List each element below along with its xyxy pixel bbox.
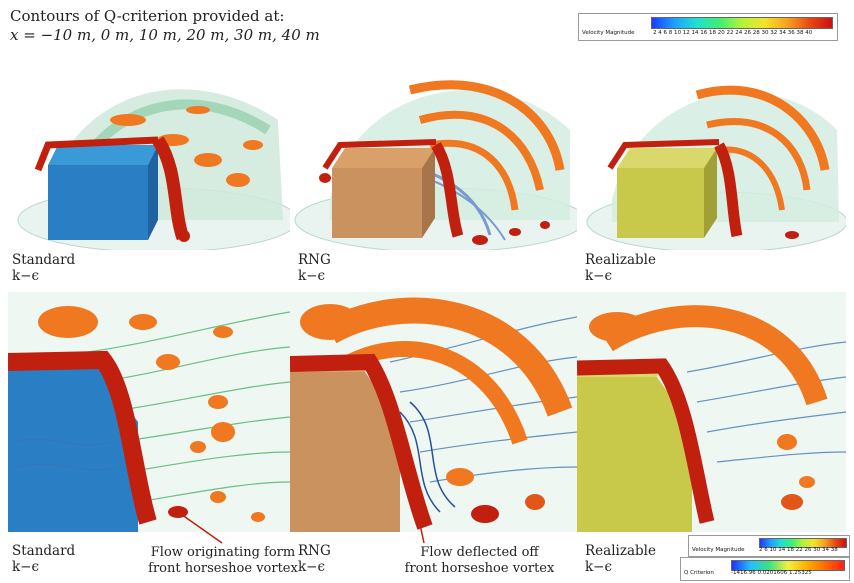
panel-bottom-rng xyxy=(290,292,577,532)
q-criterion-render-rng-overview xyxy=(294,80,577,250)
panel-top-standard xyxy=(8,50,290,250)
caption-bottom-rng: RNG k−ϵ xyxy=(298,543,331,575)
q-criterion-legend: Q Criterion -1416.96 0.0201606 1.25325 xyxy=(680,557,850,581)
caption-bottom-realizable: Realizable k−ϵ xyxy=(585,543,656,575)
velocity-colorbar-bottom xyxy=(759,538,847,548)
panel-bottom-standard xyxy=(8,292,290,532)
panel-top-realizable xyxy=(577,50,846,250)
q-criterion-colorbar xyxy=(731,560,845,571)
caption-bottom-standard: Standard k−ϵ xyxy=(12,543,76,575)
q-criterion-render-realizable-closeup xyxy=(577,292,846,532)
velocity-legend-ticks: 2 4 6 8 10 12 14 16 18 20 22 24 26 28 30… xyxy=(653,30,813,36)
velocity-legend-label: Velocity Magnitude xyxy=(582,30,635,36)
velocity-colorbar xyxy=(651,17,833,29)
velocity-legend-top: Velocity Magnitude 2 4 6 8 10 12 14 16 1… xyxy=(578,13,838,41)
title-line-2: x = −10 m, 0 m, 10 m, 20 m, 30 m, 40 m xyxy=(10,26,320,44)
caption-top-realizable: Realizable k−ϵ xyxy=(585,252,656,284)
q-criterion-legend-ticks: -1416.96 0.0201606 1.25325 xyxy=(731,570,812,576)
caption-top-standard: Standard k−ϵ xyxy=(12,252,76,284)
panel-bottom-realizable xyxy=(577,292,846,532)
velocity-legend-bottom-label: Velocity Magnitude xyxy=(692,547,745,553)
title-line-1: Contours of Q-criterion provided at: xyxy=(10,7,285,25)
velocity-legend-bottom: Velocity Magnitude 2 6 10 14 18 22 26 30… xyxy=(688,535,850,557)
q-criterion-render-standard-overview xyxy=(17,89,290,250)
q-criterion-render-realizable-overview xyxy=(586,85,846,250)
velocity-legend-bottom-ticks: 2 6 10 14 18 22 26 30 34 38 xyxy=(759,547,838,553)
figure-title: Contours of Q-criterion provided at: x =… xyxy=(10,7,430,45)
annotation-left: Flow originating form front horseshoe vo… xyxy=(148,545,298,576)
q-criterion-render-rng-closeup xyxy=(290,292,577,532)
caption-top-rng: RNG k−ϵ xyxy=(298,252,331,284)
panel-top-rng xyxy=(290,50,577,250)
q-criterion-render-standard-closeup xyxy=(8,292,290,532)
annotation-right: Flow deflected off front horseshoe vorte… xyxy=(404,545,555,576)
q-criterion-legend-label: Q Criterion xyxy=(684,570,714,576)
